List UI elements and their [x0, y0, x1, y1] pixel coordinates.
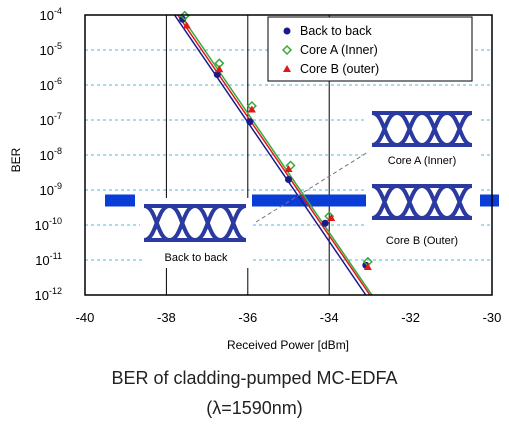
data-point — [363, 263, 372, 270]
y-axis-title: BER — [9, 147, 23, 172]
eye-diagram-core-a: Core A (Inner) — [366, 108, 478, 170]
data-point — [182, 21, 191, 29]
eye-pattern-core-a — [371, 111, 473, 147]
eye-diagram-core-b: Core B (Outer) — [366, 180, 478, 248]
eye-label-back-to-back: Back to back — [165, 252, 228, 264]
x-axis-ticks: -40 -38 -36 -34 -32 -30 — [76, 310, 502, 325]
data-point — [321, 219, 329, 227]
fit-lines — [173, 15, 373, 295]
eye-pattern-back-to-back — [143, 204, 247, 242]
data-point — [215, 65, 224, 73]
y-tick-label: 10-4 — [40, 6, 62, 23]
fit-line — [177, 15, 371, 295]
y-axis-ticks: 10-4 10-5 10-6 10-7 10-8 10-9 10-10 10-11 10-12 — [35, 6, 62, 303]
data-point — [246, 118, 254, 126]
y-tick-label: 10-11 — [35, 251, 62, 268]
eye-label-core-a: Core A (Inner) — [388, 155, 456, 167]
callout-line — [255, 151, 369, 223]
legend-marker-back-to-back — [283, 27, 291, 35]
x-tick-label: -38 — [157, 310, 176, 325]
x-tick-label: -32 — [401, 310, 420, 325]
fit-line — [180, 15, 373, 295]
data-point — [284, 165, 293, 172]
ber-chart: Back to back Core A (Inner) Core B (Oute… — [9, 6, 502, 352]
y-tick-label: 10-9 — [40, 181, 62, 198]
y-tick-label: 10-5 — [40, 41, 62, 58]
legend-marker-core-b — [283, 65, 291, 72]
x-axis-title: Received Power [dBm] — [227, 338, 349, 352]
threshold-band-right — [480, 194, 499, 207]
plot-frame — [84, 14, 493, 296]
y-tick-label: 10-10 — [35, 216, 62, 233]
legend-label-back-to-back: Back to back — [300, 24, 372, 38]
legend-label-core-b: Core B (outer) — [300, 62, 379, 76]
eye-diagram-back-to-back: Back to back — [140, 198, 250, 268]
threshold-band-middle — [252, 194, 368, 207]
eye-pattern-core-b — [371, 184, 473, 220]
figure-caption: BER of cladding-pumped MC-EDFA — [111, 368, 398, 388]
legend: Back to back Core A (Inner) Core B (oute… — [267, 16, 473, 82]
y-tick-label: 10-6 — [40, 76, 62, 93]
y-tick-label: 10-7 — [40, 111, 62, 128]
data-point — [247, 105, 256, 113]
legend-marker-core-a — [281, 44, 293, 56]
fit-line — [173, 15, 367, 295]
threshold-band-left — [105, 194, 135, 207]
eye-label-core-b: Core B (Outer) — [386, 235, 458, 247]
x-tick-label: -40 — [76, 310, 95, 325]
data-point — [179, 15, 187, 23]
y-tick-label: 10-12 — [35, 286, 62, 303]
x-tick-label: -30 — [483, 310, 502, 325]
data-point — [285, 176, 292, 183]
data-point — [213, 71, 221, 78]
y-tick-label: 10-8 — [40, 146, 62, 163]
x-tick-label: -36 — [238, 310, 257, 325]
data-point — [327, 214, 336, 221]
x-tick-label: -34 — [320, 310, 339, 325]
figure-caption-wavelength: (λ=1590nm) — [206, 398, 303, 418]
legend-label-core-a: Core A (Inner) — [300, 43, 378, 57]
